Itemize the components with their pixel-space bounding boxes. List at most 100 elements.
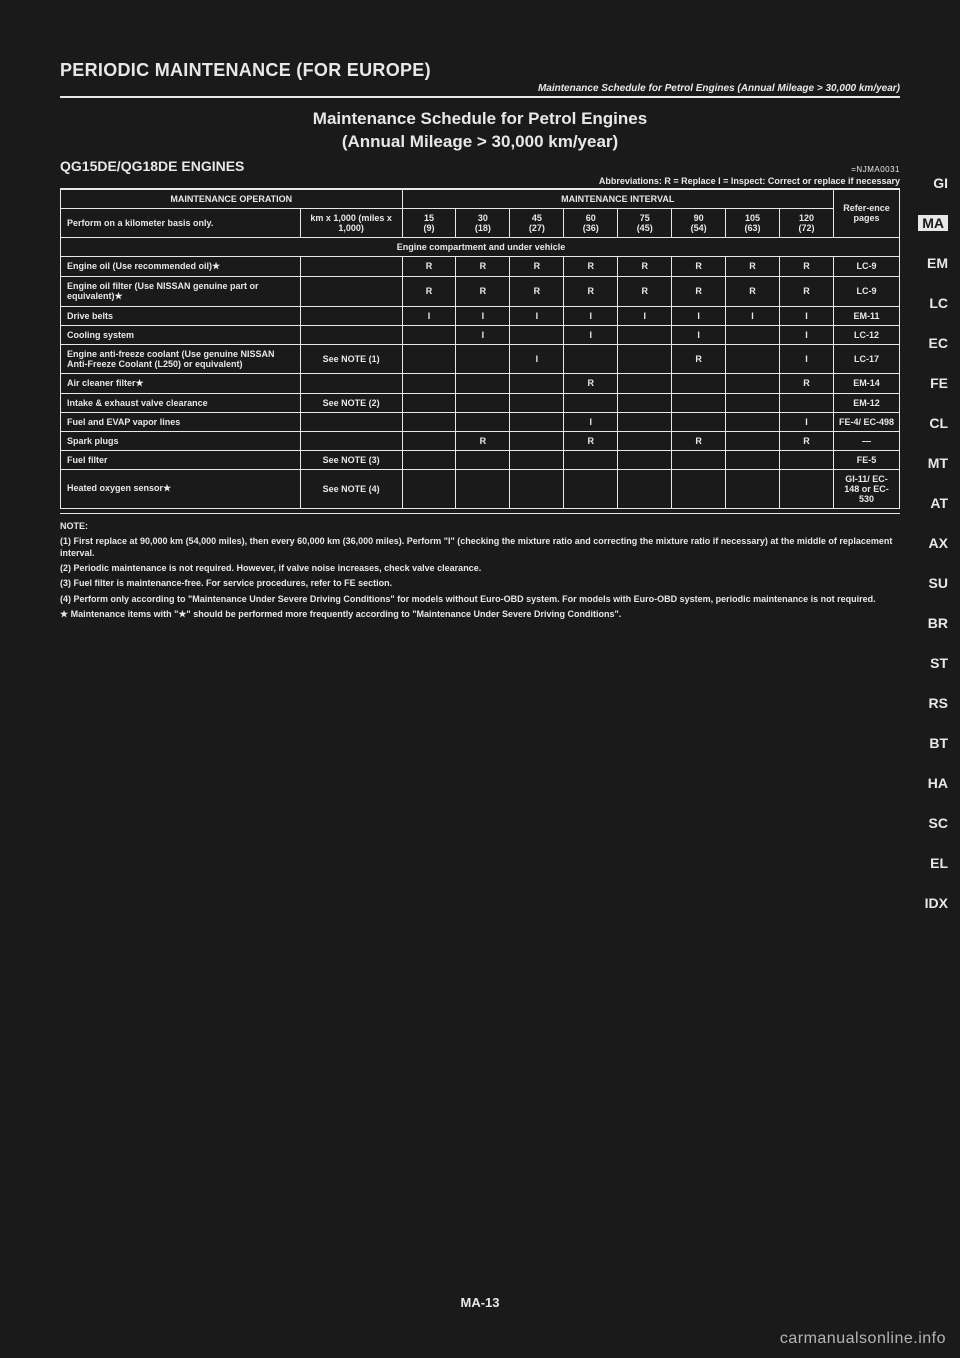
- tab-ax[interactable]: AX: [918, 535, 948, 551]
- interval-cell: [456, 412, 510, 431]
- interval-cell: R: [402, 276, 456, 306]
- ref-cell: FE-5: [833, 450, 899, 469]
- hdr-col-4: 75(45): [618, 208, 672, 237]
- ref-cell: EM-12: [833, 393, 899, 412]
- interval-cell: I: [564, 412, 618, 431]
- op-name: Fuel filter: [61, 450, 301, 469]
- interval-cell: [726, 450, 780, 469]
- note-head: NOTE:: [60, 520, 900, 532]
- op-note: See NOTE (3): [300, 450, 402, 469]
- tab-mt[interactable]: MT: [918, 455, 948, 471]
- interval-cell: [456, 450, 510, 469]
- table-row: Spark plugsRRRR—: [61, 431, 900, 450]
- table-row: Engine anti-freeze coolant (Use genuine …: [61, 344, 900, 373]
- hdr-col-6: 105(63): [726, 208, 780, 237]
- section-tabs: GI MA EM LC EC FE CL MT AT AX SU BR ST RS BT HA SC EL IDX: [918, 175, 948, 911]
- watermark: carmanualsonline.info: [780, 1330, 946, 1348]
- table-row: Fuel filterSee NOTE (3) FE-5: [61, 450, 900, 469]
- interval-cell: R: [780, 256, 834, 276]
- tab-ma[interactable]: MA: [918, 215, 948, 231]
- interval-cell: I: [456, 325, 510, 344]
- interval-cell: R: [456, 431, 510, 450]
- interval-cell: [618, 373, 672, 393]
- interval-cell: I: [564, 306, 618, 325]
- tab-ec[interactable]: EC: [918, 335, 948, 351]
- tab-el[interactable]: EL: [918, 855, 948, 871]
- tab-fe[interactable]: FE: [918, 375, 948, 391]
- interval-cell: I: [510, 344, 564, 373]
- interval-cell: I: [618, 306, 672, 325]
- tab-cl[interactable]: CL: [918, 415, 948, 431]
- tab-gi[interactable]: GI: [918, 175, 948, 191]
- tab-ha[interactable]: HA: [918, 775, 948, 791]
- interval-cell: R: [618, 276, 672, 306]
- interval-cell: [456, 469, 510, 508]
- tab-bt[interactable]: BT: [918, 735, 948, 751]
- maintenance-table: MAINTENANCE OPERATION MAINTENANCE INTERV…: [60, 189, 900, 509]
- op-note: [300, 412, 402, 431]
- op-note: [300, 325, 402, 344]
- interval-cell: R: [456, 256, 510, 276]
- ref-cell: FE-4/ EC-498: [833, 412, 899, 431]
- page-number: MA-13: [0, 1295, 960, 1310]
- table-row: Heated oxygen sensor★See NOTE (4)GI-11/ …: [61, 469, 900, 508]
- hdr-col-3: 60(36): [564, 208, 618, 237]
- doc-title: PERIODIC MAINTENANCE (FOR EUROPE): [60, 60, 900, 81]
- interval-cell: R: [672, 344, 726, 373]
- interval-cell: [672, 469, 726, 508]
- tab-at[interactable]: AT: [918, 495, 948, 511]
- tab-sc[interactable]: SC: [918, 815, 948, 831]
- tab-rs[interactable]: RS: [918, 695, 948, 711]
- interval-cell: [780, 393, 834, 412]
- interval-cell: [672, 373, 726, 393]
- notes-block: NOTE: (1) First replace at 90,000 km (54…: [60, 513, 900, 620]
- interval-cell: [618, 469, 672, 508]
- op-name: Engine anti-freeze coolant (Use genuine …: [61, 344, 301, 373]
- tab-st[interactable]: ST: [918, 655, 948, 671]
- interval-cell: [402, 469, 456, 508]
- hdr-col-7: 120(72): [780, 208, 834, 237]
- doc-subtitle: Maintenance Schedule for Petrol Engines …: [60, 83, 900, 98]
- interval-cell: [510, 450, 564, 469]
- interval-cell: [618, 344, 672, 373]
- op-name: Heated oxygen sensor★: [61, 469, 301, 508]
- interval-cell: [618, 325, 672, 344]
- op-name: Intake & exhaust valve clearance: [61, 393, 301, 412]
- tab-idx[interactable]: IDX: [918, 895, 948, 911]
- op-name: Spark plugs: [61, 431, 301, 450]
- op-note: [300, 306, 402, 325]
- interval-cell: R: [726, 276, 780, 306]
- interval-cell: [780, 450, 834, 469]
- op-name: Fuel and EVAP vapor lines: [61, 412, 301, 431]
- table-body: Engine oil (Use recommended oil)★RRRRRRR…: [61, 256, 900, 508]
- hdr-interval: MAINTENANCE INTERVAL: [402, 189, 833, 208]
- tab-su[interactable]: SU: [918, 575, 948, 591]
- ref-cell: LC-12: [833, 325, 899, 344]
- tab-em[interactable]: EM: [918, 255, 948, 271]
- interval-cell: [456, 344, 510, 373]
- op-note: See NOTE (4): [300, 469, 402, 508]
- tab-br[interactable]: BR: [918, 615, 948, 631]
- schedule-title: Maintenance Schedule for Petrol Engines …: [60, 108, 900, 154]
- interval-cell: [726, 393, 780, 412]
- interval-cell: [672, 450, 726, 469]
- interval-cell: R: [780, 276, 834, 306]
- interval-cell: [726, 431, 780, 450]
- hdr-unit: km x 1,000 (miles x 1,000): [300, 208, 402, 237]
- tab-lc[interactable]: LC: [918, 295, 948, 311]
- op-name: Engine oil (Use recommended oil)★: [61, 256, 301, 276]
- schedule-title-line1: Maintenance Schedule for Petrol Engines: [313, 109, 647, 128]
- ref-cell: EM-11: [833, 306, 899, 325]
- interval-cell: I: [402, 306, 456, 325]
- hdr-col-1: 30(18): [456, 208, 510, 237]
- interval-cell: [402, 344, 456, 373]
- interval-cell: I: [564, 325, 618, 344]
- hdr-col-0: 15(9): [402, 208, 456, 237]
- hdr-ref: Refer-ence pages: [833, 189, 899, 237]
- hdr-operation: MAINTENANCE OPERATION: [61, 189, 403, 208]
- interval-cell: [402, 412, 456, 431]
- table-row: Drive beltsIIIIIIIIEM-11: [61, 306, 900, 325]
- interval-cell: [618, 431, 672, 450]
- interval-cell: I: [510, 306, 564, 325]
- interval-cell: R: [780, 431, 834, 450]
